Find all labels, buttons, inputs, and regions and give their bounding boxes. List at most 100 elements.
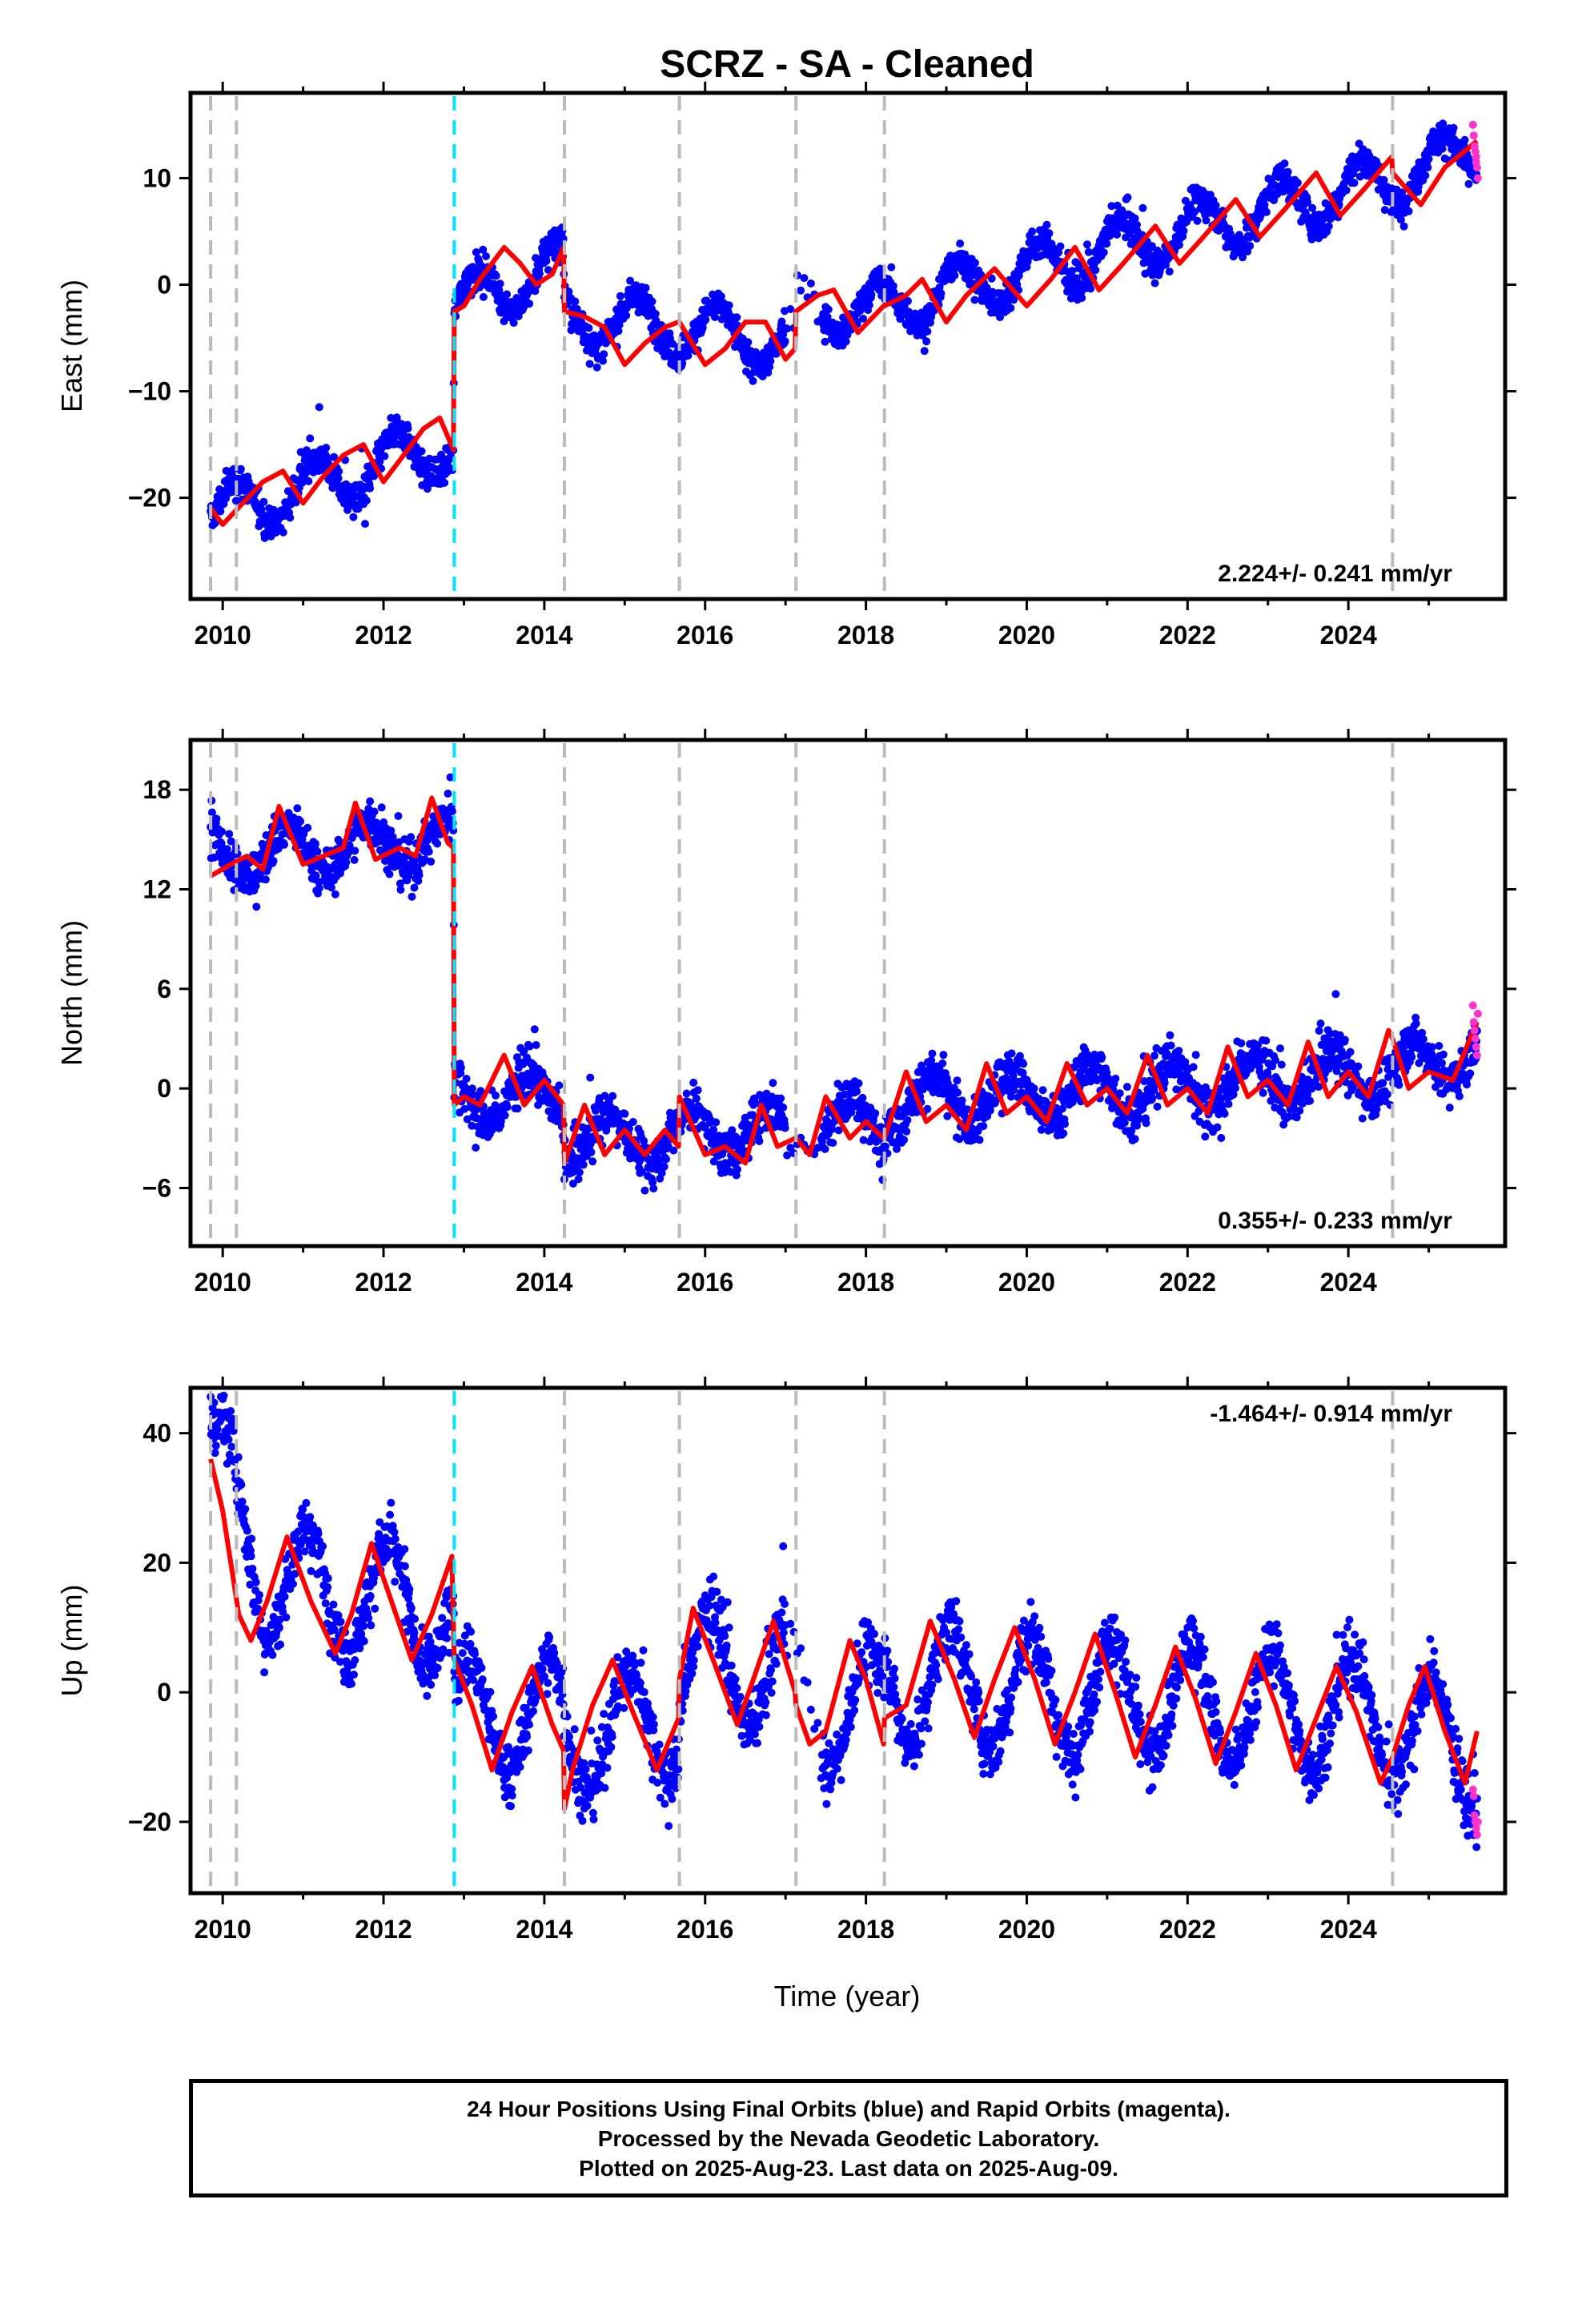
data-point — [626, 276, 635, 285]
data-point — [1130, 1135, 1139, 1144]
data-point — [568, 1180, 577, 1188]
data-point — [315, 884, 323, 893]
data-point — [979, 1122, 988, 1131]
data-point — [660, 1162, 669, 1171]
y-axis-label: East (mm) — [55, 279, 88, 412]
data-point — [212, 814, 221, 823]
data-point — [1191, 1051, 1200, 1059]
data-point — [1083, 240, 1091, 249]
data-point — [503, 290, 512, 299]
data-point — [971, 259, 979, 267]
data-point — [259, 497, 268, 506]
data-point — [496, 279, 504, 288]
data-point — [444, 790, 452, 798]
data-point — [1292, 1113, 1301, 1122]
data-point — [881, 1142, 889, 1151]
data-point — [783, 324, 792, 333]
data-point — [781, 1124, 789, 1132]
data-point — [641, 283, 650, 292]
figure-title: SCRZ - SA - Cleaned — [660, 43, 1034, 86]
x-tick-label: 2020 — [998, 621, 1055, 649]
data-point — [903, 1116, 912, 1124]
data-point — [1190, 207, 1199, 216]
data-point — [664, 1142, 673, 1151]
x-tick-label: 2018 — [837, 621, 894, 649]
data-point — [472, 1144, 480, 1152]
data-point — [1130, 214, 1139, 223]
data-point — [279, 528, 287, 537]
data-point — [1115, 1089, 1124, 1098]
rapid-orbit-points — [1468, 120, 1482, 183]
data-point — [1148, 1094, 1157, 1103]
data-point — [652, 316, 661, 325]
data-point — [586, 1073, 595, 1082]
data-point — [380, 452, 389, 460]
data-point — [361, 520, 369, 529]
data-point — [1464, 179, 1473, 188]
data-point — [1179, 227, 1188, 235]
data-point — [1449, 123, 1458, 132]
data-point — [525, 300, 534, 308]
data-point — [865, 301, 873, 309]
data-point — [331, 890, 339, 899]
data-point — [689, 1078, 698, 1087]
x-tick-label: 2016 — [677, 621, 733, 649]
data-point — [651, 309, 660, 318]
data-point — [961, 250, 970, 259]
data-point — [542, 257, 551, 265]
data-point — [986, 1106, 994, 1115]
data-point — [859, 314, 867, 323]
data-point — [766, 356, 775, 365]
data-point — [349, 513, 358, 521]
data-point — [476, 1087, 485, 1096]
data-point — [574, 1175, 583, 1184]
data-point — [1193, 216, 1202, 225]
data-point — [408, 892, 416, 901]
data-point — [396, 886, 405, 894]
data-point — [1061, 1120, 1069, 1128]
data-point — [1133, 220, 1141, 229]
data-point — [1237, 1039, 1246, 1047]
data-point — [786, 305, 795, 313]
y-tick-label: 10 — [143, 163, 171, 192]
data-point — [1262, 1036, 1271, 1045]
data-point — [1306, 1096, 1315, 1105]
data-point — [260, 533, 269, 542]
data-point — [841, 337, 850, 346]
data-point — [934, 1072, 942, 1080]
data-point — [1127, 1126, 1136, 1135]
data-point — [1107, 202, 1116, 211]
data-point — [296, 817, 305, 826]
data-point — [922, 337, 931, 346]
data-point — [1254, 1041, 1262, 1050]
data-point — [1396, 215, 1405, 224]
data-point — [1028, 227, 1037, 235]
y-tick-label: −10 — [128, 377, 171, 406]
data-point — [1380, 206, 1389, 215]
data-point — [236, 464, 245, 473]
data-point — [954, 1088, 962, 1097]
data-point — [1007, 1049, 1016, 1058]
data-point — [779, 330, 788, 339]
data-point — [1084, 247, 1093, 256]
data-point — [298, 478, 307, 487]
data-point — [824, 305, 833, 314]
data-point — [1138, 203, 1147, 212]
data-point — [1213, 1123, 1222, 1132]
data-point — [904, 296, 912, 305]
data-point — [717, 292, 725, 301]
data-point — [711, 313, 719, 321]
data-point — [1293, 179, 1302, 187]
data-point — [821, 1144, 829, 1153]
data-point — [1379, 175, 1388, 184]
data-point — [1172, 1085, 1181, 1094]
data-point — [1316, 1019, 1325, 1028]
data-point — [1120, 1119, 1129, 1127]
data-point — [472, 248, 480, 256]
data-point — [1279, 1120, 1288, 1129]
data-point — [427, 857, 436, 866]
data-point — [252, 903, 261, 911]
panel-frame — [188, 90, 1508, 601]
data-point — [1102, 239, 1111, 248]
